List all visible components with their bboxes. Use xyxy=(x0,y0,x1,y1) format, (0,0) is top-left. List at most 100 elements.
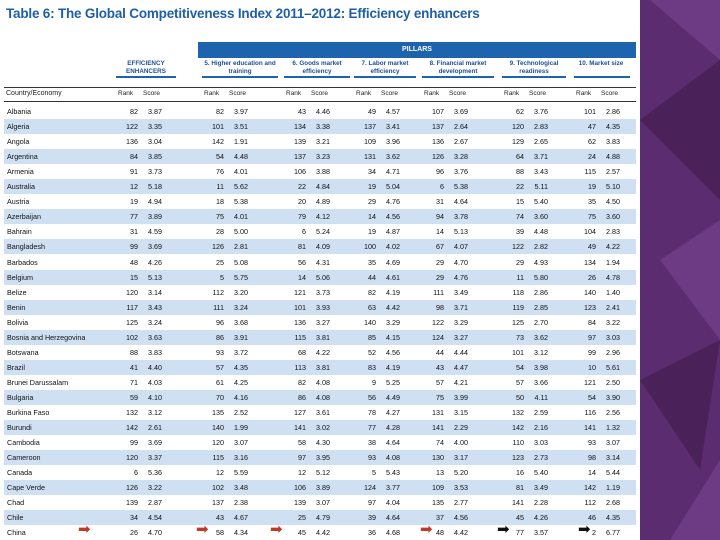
highlight-arrow-icon: ➡ xyxy=(578,521,591,538)
table-row: Canada 6 5.36 12 5.59 12 5.12 5 5.43 13 5.20 16 5.40… xyxy=(4,465,636,480)
score-cell: 3.20 xyxy=(234,287,248,297)
table-row: Cameroon 120 3.37 115 3.16 97 3.95 93 4.08 130 3.1… xyxy=(4,450,636,466)
score-cell: 4.50 xyxy=(606,197,620,207)
score-cell: 4.08 xyxy=(386,453,400,463)
table-row: Australia 12 5.18 11 5.62 22 4.84 19 5.04 6 5.38 22… xyxy=(4,179,636,195)
score-cell: 1.19 xyxy=(606,483,620,493)
country-name: Chad xyxy=(7,498,25,508)
score-cell: 2.96 xyxy=(606,347,620,357)
score-cell: 2.87 xyxy=(148,498,162,508)
rank-cell: 88 xyxy=(516,167,524,177)
score-subheader: Score xyxy=(601,90,618,97)
score-cell: 2.28 xyxy=(534,498,548,508)
country-column-header: Country/Economy xyxy=(6,90,62,97)
table-row: Bahrain 31 4.59 28 5.00 6 5.24 19 4.87 14 5.13 39 4.… xyxy=(4,224,636,239)
score-cell: 3.03 xyxy=(534,438,548,448)
score-cell: 4.12 xyxy=(316,212,330,222)
rank-cell: 126 xyxy=(126,483,138,493)
score-cell: 4.34 xyxy=(234,528,248,538)
rank-cell: 122 xyxy=(512,242,524,252)
score-cell: 3.21 xyxy=(316,137,330,147)
rank-cell: 14 xyxy=(298,272,306,282)
table-row: Bulgaria 59 4.10 70 4.16 86 4.08 56 4.49 75 3.99 50… xyxy=(4,389,636,405)
rank-cell: 19 xyxy=(130,197,138,207)
score-cell: 5.75 xyxy=(234,272,248,282)
rank-cell: 97 xyxy=(588,332,596,342)
header-bottom-rule xyxy=(4,101,636,102)
score-cell: 3.62 xyxy=(386,152,400,162)
table-row: Austria 19 4.94 18 5.38 20 4.89 29 4.76 31 4.64 15 5… xyxy=(4,194,636,209)
score-cell: 4.71 xyxy=(386,167,400,177)
score-cell: 4.67 xyxy=(234,513,248,523)
score-cell: 4.22 xyxy=(606,242,620,252)
rank-cell: 131 xyxy=(364,152,376,162)
score-cell: 4.88 xyxy=(606,152,620,162)
score-cell: 3.51 xyxy=(234,122,248,132)
rank-cell: 86 xyxy=(298,392,306,402)
rank-cell: 29 xyxy=(436,272,444,282)
rank-cell: 19 xyxy=(368,227,376,237)
score-cell: 4.48 xyxy=(534,227,548,237)
rank-cell: 120 xyxy=(126,287,138,297)
rank-cell: 18 xyxy=(216,197,224,207)
rank-cell: 112 xyxy=(212,287,224,297)
score-cell: 2.73 xyxy=(534,453,548,463)
table-row: Burundi 142 2.61 140 1.99 141 3.02 77 4.28 141 2.2… xyxy=(4,420,636,436)
score-cell: 2.86 xyxy=(534,287,548,297)
table-title: Table 6: The Global Competitiveness Inde… xyxy=(6,6,480,21)
highlight-arrow-icon: ➡ xyxy=(420,521,433,538)
rank-cell: 131 xyxy=(432,408,444,417)
rank-cell: 13 xyxy=(436,468,444,478)
score-cell: 3.14 xyxy=(148,287,162,297)
rank-cell: 81 xyxy=(298,242,306,252)
score-cell: 4.42 xyxy=(454,528,468,538)
country-name: Azerbaijan xyxy=(7,212,41,222)
rank-cell: 35 xyxy=(588,197,596,207)
score-cell: 4.64 xyxy=(386,438,400,448)
score-cell: 2.52 xyxy=(234,408,248,417)
score-cell: 3.17 xyxy=(454,453,468,463)
score-cell: 2.67 xyxy=(454,137,468,147)
country-name: China xyxy=(7,528,26,538)
score-cell: 4.10 xyxy=(148,392,162,402)
rank-cell: 15 xyxy=(516,197,524,207)
score-cell: 2.83 xyxy=(534,122,548,132)
rank-cell: 14 xyxy=(368,212,376,222)
country-name: Burundi xyxy=(7,423,32,433)
score-cell: 3.22 xyxy=(148,483,162,493)
rank-cell: 34 xyxy=(368,167,376,177)
table-row: Brazil 41 4.40 57 4.35 113 3.81 83 4.19 43 4.47 54 3… xyxy=(4,359,636,375)
rank-cell: 137 xyxy=(364,122,376,132)
rank-cell: 11 xyxy=(516,272,524,282)
rank-cell: 139 xyxy=(126,498,138,508)
rank-cell: 81 xyxy=(516,483,524,493)
score-cell: 4.94 xyxy=(148,197,162,207)
rank-cell: 82 xyxy=(368,287,376,297)
score-cell: 4.56 xyxy=(454,513,468,523)
score-cell: 5.13 xyxy=(148,272,162,282)
country-name: Brunei Darussalam xyxy=(7,377,69,387)
score-cell: 3.29 xyxy=(454,317,468,327)
rank-cell: 118 xyxy=(512,287,524,297)
score-cell: 2.77 xyxy=(454,498,468,508)
rank-cell: 83 xyxy=(368,362,376,372)
rank-cell: 140 xyxy=(584,287,596,297)
rank-cell: 137 xyxy=(212,498,224,508)
score-cell: 2.65 xyxy=(534,137,548,147)
table-row: Benin 117 3.43 111 3.24 101 3.93 63 4.42 98 3.71 11… xyxy=(4,299,636,315)
score-cell: 5.25 xyxy=(386,377,400,387)
score-cell: 2.83 xyxy=(606,227,620,237)
rank-cell: 58 xyxy=(216,528,224,538)
rank-cell: 71 xyxy=(130,377,138,387)
country-name: Belgium xyxy=(7,272,33,282)
country-name: Benin xyxy=(7,302,26,312)
document-page: Table 6: The Global Competitiveness Inde… xyxy=(4,6,636,538)
highlight-arrow-icon: ➡ xyxy=(196,521,209,538)
score-cell: 3.72 xyxy=(234,347,248,357)
rank-cell: 101 xyxy=(584,107,596,116)
score-subheader: Score xyxy=(381,90,398,97)
rank-cell: 99 xyxy=(130,242,138,252)
rank-cell: 122 xyxy=(432,317,444,327)
rank-subheader: Rank xyxy=(576,90,592,97)
rank-cell: 134 xyxy=(294,122,306,132)
